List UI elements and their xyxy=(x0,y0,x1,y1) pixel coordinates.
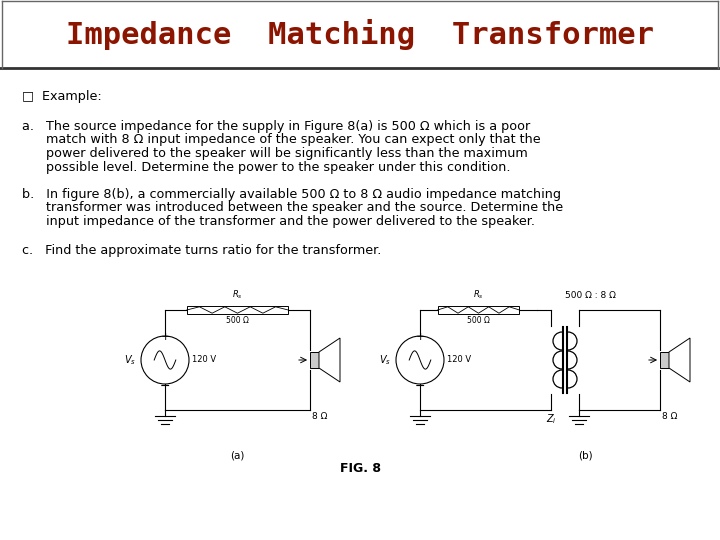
Text: +: + xyxy=(415,332,425,342)
Text: b.   In figure 8(b), a commercially available 500 Ω to 8 Ω audio impedance match: b. In figure 8(b), a commercially availa… xyxy=(22,188,561,201)
Bar xyxy=(660,352,669,368)
Text: 500 Ω: 500 Ω xyxy=(467,316,490,325)
Text: +: + xyxy=(161,332,170,342)
Bar xyxy=(0,0,720,68)
Text: 120 V: 120 V xyxy=(447,355,471,364)
Text: □  Example:: □ Example: xyxy=(22,90,102,103)
Text: FIG. 8: FIG. 8 xyxy=(340,462,380,475)
Text: 8 Ω: 8 Ω xyxy=(312,412,328,421)
Bar xyxy=(310,352,319,368)
Text: a.   The source impedance for the supply in Figure 8(a) is 500 Ω which is a poor: a. The source impedance for the supply i… xyxy=(22,120,530,133)
Text: c.   Find the approximate turns ratio for the transformer.: c. Find the approximate turns ratio for … xyxy=(22,244,382,257)
Text: 500 Ω: 500 Ω xyxy=(226,316,249,325)
Text: (a): (a) xyxy=(230,450,245,460)
Polygon shape xyxy=(669,338,690,382)
Bar xyxy=(438,306,519,314)
Text: transformer was introduced between the speaker and the source. Determine the: transformer was introduced between the s… xyxy=(22,201,563,214)
Text: match with 8 Ω input impedance of the speaker. You can expect only that the: match with 8 Ω input impedance of the sp… xyxy=(22,133,541,146)
Text: Impedance  Matching  Transformer: Impedance Matching Transformer xyxy=(66,18,654,50)
Circle shape xyxy=(141,336,189,384)
Text: $R_s$: $R_s$ xyxy=(473,288,484,301)
Text: $V_s$: $V_s$ xyxy=(379,353,391,367)
Circle shape xyxy=(396,336,444,384)
Text: power delivered to the speaker will be significantly less than the maximum: power delivered to the speaker will be s… xyxy=(22,147,528,160)
Text: input impedance of the transformer and the power delivered to the speaker.: input impedance of the transformer and t… xyxy=(22,215,535,228)
Text: (b): (b) xyxy=(577,450,593,460)
Text: 120 V: 120 V xyxy=(192,355,216,364)
Text: −: − xyxy=(415,380,426,393)
Text: $R_s$: $R_s$ xyxy=(232,288,243,301)
Text: 500 Ω : 8 Ω: 500 Ω : 8 Ω xyxy=(564,291,616,300)
Text: $Z_i$: $Z_i$ xyxy=(546,412,557,426)
Polygon shape xyxy=(319,338,340,382)
Text: 8 Ω: 8 Ω xyxy=(662,412,678,421)
Bar xyxy=(186,306,288,314)
Text: $V_s$: $V_s$ xyxy=(124,353,136,367)
Text: −: − xyxy=(160,380,170,393)
Text: possible level. Determine the power to the speaker under this condition.: possible level. Determine the power to t… xyxy=(22,160,510,173)
